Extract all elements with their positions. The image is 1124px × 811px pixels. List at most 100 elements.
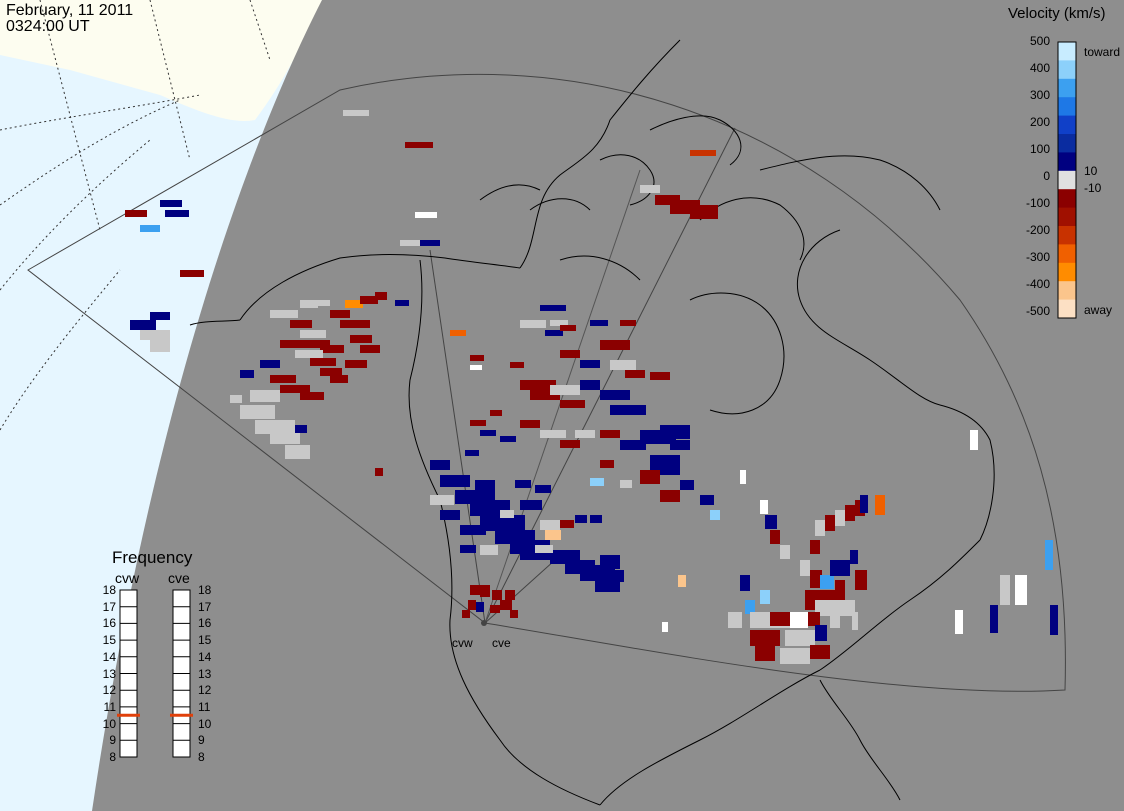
backscatter-cell [405,142,433,148]
backscatter-cell [535,545,553,553]
backscatter-cell [850,550,858,564]
backscatter-cell [590,320,608,326]
backscatter-cell [780,648,810,664]
frequency-tick-label: 12 [198,683,212,698]
backscatter-cell [280,340,310,348]
velocity-tick-label: -400 [1025,277,1050,291]
backscatter-cell [860,495,868,513]
backscatter-cell [165,210,189,217]
backscatter-cell [345,360,367,368]
velocity-inner-label-neg: -10 [1084,181,1102,195]
backscatter-cell [520,550,550,560]
backscatter-cell [230,395,242,403]
backscatter-cell [770,612,790,626]
backscatter-cell [765,515,777,529]
backscatter-cell [270,430,300,444]
backscatter-cell [360,345,380,353]
frequency-tick-label: 16 [198,616,212,631]
coastline-4 [599,669,821,806]
backscatter-cell [955,610,963,634]
velocity-color-segment [1058,42,1076,61]
backscatter-cell [490,605,500,613]
frequency-tick-label: 9 [109,733,116,748]
backscatter-cell [360,296,378,304]
backscatter-cell [660,490,680,502]
backscatter-cell [330,310,350,318]
backscatter-cell [785,630,815,646]
backscatter-cell [670,440,690,450]
frequency-col-label-cvw: cvw [115,570,140,586]
backscatter-cell [295,425,307,433]
backscatter-cell [475,480,495,490]
frequency-tick-label: 9 [198,733,205,748]
backscatter-cell [815,600,855,616]
backscatter-cell [150,340,170,352]
backscatter-cell [810,645,830,659]
backscatter-cell [470,355,484,361]
backscatter-cell [515,480,531,488]
backscatter-cell [345,300,363,308]
backscatter-cell [480,585,490,597]
backscatter-cell [625,370,645,378]
backscatter-cell [660,425,690,439]
backscatter-cell [440,475,470,487]
backscatter-cell [285,445,310,459]
frequency-tick-label: 12 [102,683,116,698]
backscatter-cell [140,330,170,340]
backscatter-cell [520,500,542,510]
coastline-5 [819,539,981,671]
backscatter-cell [270,310,298,318]
backscatter-cell [510,362,524,368]
backscatter-cell [560,325,576,331]
grid-line-5 [249,0,271,61]
backscatter-cell [535,485,551,493]
backscatter-cell [300,330,326,338]
coastline-7 [796,229,941,406]
frequency-tick-label: 14 [102,649,116,664]
velocity-color-segment [1058,189,1076,209]
coastline-15 [529,198,591,211]
backscatter-cell [490,410,502,416]
velocity-color-segment [1058,78,1076,98]
backscatter-cell [825,515,835,531]
backscatter-cell [375,292,387,300]
coastline-2 [519,39,681,269]
backscatter-cell [610,360,636,370]
backscatter-cell [970,430,978,450]
backscatter-cell [815,625,827,641]
backscatter-cell [600,460,614,468]
backscatter-cell [728,612,742,628]
backscatter-cell [560,520,574,528]
frequency-tick-label: 8 [198,750,205,764]
backscatter-cell [990,605,998,633]
coastline-6 [939,404,995,541]
velocity-colorbar-frame [1057,41,1077,319]
frequency-tick-label: 13 [102,666,116,681]
backscatter-cell [295,350,323,358]
backscatter-cell [450,330,466,336]
backscatter-cell [150,312,170,320]
backscatter-cell [340,320,370,328]
backscatter-cell [540,520,560,530]
frequency-tick-label: 10 [198,716,212,731]
backscatter-cell [140,225,160,232]
backscatter-cell [560,350,580,358]
velocity-tick-label: 500 [1029,34,1050,48]
time-label: 0324:00 UT [6,18,90,35]
backscatter-cell [740,470,746,484]
night-shading [92,0,1124,811]
grid-line-6 [0,99,181,206]
backscatter-cell [545,330,563,336]
backscatter-cell [760,590,770,604]
backscatter-cell [875,495,885,515]
velocity-color-segment [1058,226,1076,245]
backscatter-cell [460,545,476,553]
backscatter-cell [415,212,437,218]
backscatter-cell [650,372,670,380]
backscatter-cell [180,270,204,277]
velocity-tick-label: 300 [1029,88,1050,102]
frequency-tick-label: 13 [198,666,212,681]
backscatter-cell [610,570,624,582]
backscatter-cell [320,345,344,353]
